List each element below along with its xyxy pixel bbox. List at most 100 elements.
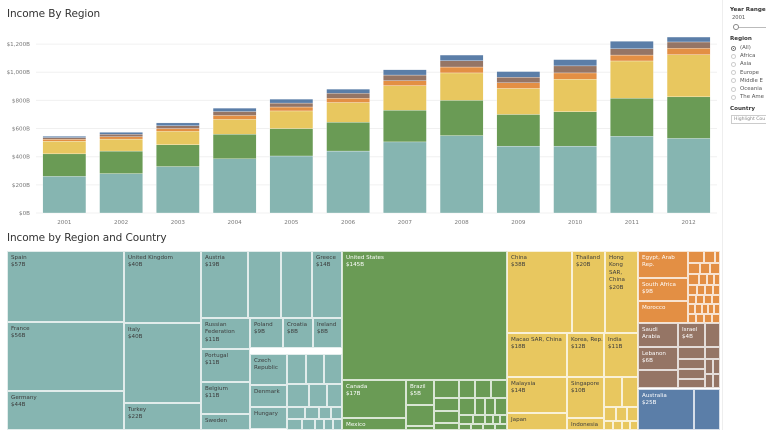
treemap-cell-europe[interactable] (287, 407, 305, 419)
bar-segment-the-americas[interactable] (666, 96, 711, 139)
bar-segment-oceania[interactable] (610, 41, 654, 49)
bar-segment-asia[interactable] (326, 102, 370, 123)
treemap-cell-austria[interactable]: Austria $19B (201, 251, 248, 318)
treemap-cell-sweden[interactable]: Sweden (201, 414, 250, 430)
bar-segment-oceania[interactable] (553, 59, 597, 67)
bar-segment-europe[interactable] (99, 173, 143, 214)
bar-segment-the-americas[interactable] (269, 128, 314, 157)
treemap-cell-the-americas[interactable] (475, 380, 491, 398)
bar-segment-the-americas[interactable] (42, 153, 87, 177)
region-option-europe[interactable]: Europe (731, 69, 766, 77)
treemap-cell-africa[interactable] (702, 304, 708, 314)
radio-button-icon[interactable] (731, 45, 736, 51)
treemap-cell-germany[interactable]: Germany $44B (7, 391, 124, 430)
treemap-cell-middle-east[interactable] (713, 359, 720, 374)
bar-segment-middle-east[interactable] (553, 65, 597, 74)
treemap-cell-africa[interactable] (704, 314, 712, 323)
treemap-cell-poland[interactable]: Poland $9B (250, 318, 283, 348)
bar-segment-africa[interactable] (326, 98, 370, 103)
treemap-cell-middle-east[interactable] (678, 359, 705, 369)
treemap-cell-spain[interactable]: Spain $57B (7, 251, 124, 322)
treemap-cell-hungary[interactable]: Hungary (250, 407, 287, 429)
treemap-cell-asia[interactable] (627, 407, 638, 421)
bar-segment-africa[interactable] (269, 106, 314, 112)
bar-segment-middle-east[interactable] (99, 134, 143, 137)
bar-segment-the-americas[interactable] (326, 122, 370, 152)
treemap-cell-africa[interactable] (696, 314, 704, 323)
bar-segment-europe[interactable] (42, 176, 87, 214)
treemap-cell-europe[interactable] (287, 354, 306, 384)
bar-segment-oceania[interactable] (99, 132, 143, 135)
bar-segment-the-americas[interactable] (383, 110, 427, 143)
treemap-cell-mexico[interactable]: Mexico (342, 418, 406, 430)
treemap-cell-middle-east[interactable] (705, 323, 720, 347)
treemap-cell-middle-east[interactable] (678, 369, 705, 379)
treemap-cell-the-americas[interactable] (485, 415, 493, 424)
treemap-cell-greece[interactable]: Greece $14B (312, 251, 342, 318)
treemap-cell-macao-sar-china[interactable]: Macao SAR, China $18B (507, 333, 567, 377)
treemap-cell-saudi-arabia[interactable]: Saudi Arabia (638, 323, 678, 347)
treemap-cell-europe[interactable] (319, 407, 331, 419)
bar-segment-oceania[interactable] (439, 54, 484, 61)
bar-segment-europe[interactable] (383, 141, 427, 214)
bar-segment-africa[interactable] (553, 72, 597, 80)
treemap-cell-africa[interactable] (697, 285, 705, 295)
treemap-cell-africa[interactable] (695, 304, 702, 314)
treemap-cell-africa[interactable] (704, 295, 712, 304)
treemap-cell-africa[interactable] (710, 263, 720, 274)
treemap-cell-europe[interactable] (324, 354, 342, 384)
treemap-cell-africa[interactable] (712, 295, 720, 304)
bar-segment-africa[interactable] (496, 82, 541, 89)
treemap-cell-the-americas[interactable] (495, 424, 507, 430)
treemap-cell-asia[interactable] (622, 421, 630, 430)
treemap-cell-europe[interactable] (327, 384, 342, 407)
bar-segment-asia[interactable] (269, 110, 314, 129)
bar-segment-africa[interactable] (610, 54, 654, 62)
treemap-cell-africa[interactable] (712, 314, 720, 323)
treemap-cell-europe[interactable] (306, 354, 324, 384)
treemap-cell-europe[interactable] (302, 419, 315, 430)
bar-segment-middle-east[interactable] (383, 74, 427, 81)
treemap-cell-the-americas[interactable] (483, 424, 495, 430)
bar-segment-europe[interactable] (326, 150, 370, 214)
year-range-slider[interactable] (733, 24, 766, 30)
treemap-cell-europe[interactable] (287, 384, 309, 407)
bar-segment-europe[interactable] (212, 158, 257, 214)
treemap-cell-europe[interactable] (333, 419, 342, 430)
treemap-cell-egypt-arab-rep-[interactable]: Egypt, Arab Rep. (638, 251, 688, 278)
treemap-cell-middle-east[interactable] (705, 359, 713, 374)
treemap-cell-europe[interactable] (305, 407, 319, 419)
bar-segment-middle-east[interactable] (666, 41, 711, 49)
treemap-cell-korea-rep-[interactable]: Korea, Rep. $12B (567, 333, 604, 377)
bar-segment-middle-east[interactable] (212, 111, 257, 116)
treemap-cell-brazil[interactable]: Brazil $5B (406, 380, 434, 405)
bar-segment-middle-east[interactable] (610, 48, 654, 56)
bar-segment-oceania[interactable] (496, 71, 541, 78)
bar-segment-asia[interactable] (42, 141, 87, 155)
bar-segment-asia[interactable] (666, 54, 711, 98)
bar-segment-asia[interactable] (99, 138, 143, 152)
treemap-cell-the-americas[interactable] (493, 415, 500, 424)
treemap-cell-africa[interactable] (708, 304, 714, 314)
slider-handle[interactable] (733, 24, 739, 30)
treemap-cell-czech-republic[interactable]: Czech Republic (250, 354, 287, 385)
bar-segment-middle-east[interactable] (42, 137, 87, 140)
region-option-asia[interactable]: Asia (731, 60, 766, 68)
treemap-cell-the-americas[interactable] (434, 398, 459, 411)
treemap-cell-malaysia[interactable]: Malaysia $14B (507, 377, 567, 413)
treemap-cell-indonesia[interactable]: Indonesia (567, 418, 604, 430)
bar-segment-oceania[interactable] (326, 88, 370, 94)
bar-segment-middle-east[interactable] (269, 102, 314, 108)
treemap-cell-africa[interactable] (714, 304, 720, 314)
treemap-cell-france[interactable]: France $56B (7, 322, 124, 391)
bar-segment-oceania[interactable] (42, 136, 87, 138)
treemap-cell-africa[interactable] (688, 285, 697, 295)
bar-segment-asia[interactable] (496, 88, 541, 115)
treemap-cell-hong-kong-sar-china[interactable]: Hong Kong SAR, China $20B (605, 251, 638, 333)
treemap-cell-lebanon[interactable]: Lebanon $6B (638, 347, 678, 370)
treemap-cell-the-americas[interactable] (434, 423, 459, 430)
treemap-cell-the-americas[interactable] (406, 426, 434, 430)
treemap-cell-europe[interactable] (309, 384, 327, 407)
region-option-middle-e[interactable]: Middle E (731, 77, 766, 85)
treemap-cell-italy[interactable]: Italy $40B (124, 323, 201, 403)
